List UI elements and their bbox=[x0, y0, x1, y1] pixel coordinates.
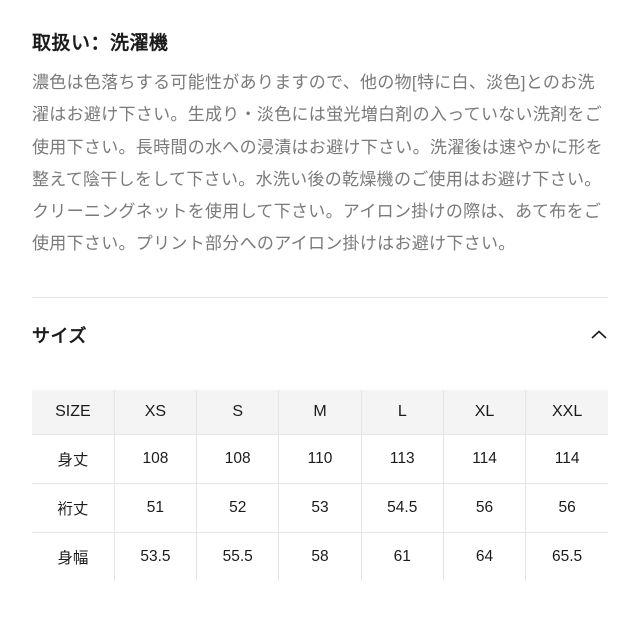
table-cell: 53.5 bbox=[114, 532, 196, 581]
table-cell: 56 bbox=[526, 483, 608, 532]
table-cell: 65.5 bbox=[526, 532, 608, 581]
size-table: SIZE XS S M L XL XXL 身丈 108 108 110 113 … bbox=[32, 390, 608, 581]
table-header-cell: M bbox=[279, 390, 361, 435]
table-header-cell: SIZE bbox=[32, 390, 114, 435]
table-cell: 110 bbox=[279, 434, 361, 483]
table-cell: 52 bbox=[197, 483, 279, 532]
size-accordion-header[interactable]: サイズ bbox=[32, 298, 608, 372]
table-cell: 裄丈 bbox=[32, 483, 114, 532]
table-row: 身丈 108 108 110 113 114 114 bbox=[32, 434, 608, 483]
table-cell: 56 bbox=[443, 483, 525, 532]
table-cell: 54.5 bbox=[361, 483, 443, 532]
table-cell: 51 bbox=[114, 483, 196, 532]
chevron-up-icon bbox=[590, 326, 608, 344]
table-cell: 58 bbox=[279, 532, 361, 581]
table-cell: 61 bbox=[361, 532, 443, 581]
table-cell: 55.5 bbox=[197, 532, 279, 581]
table-cell: 108 bbox=[197, 434, 279, 483]
table-header-cell: S bbox=[197, 390, 279, 435]
table-cell: 114 bbox=[526, 434, 608, 483]
table-cell: 108 bbox=[114, 434, 196, 483]
table-header-cell: L bbox=[361, 390, 443, 435]
table-cell: 身幅 bbox=[32, 532, 114, 581]
table-cell: 114 bbox=[443, 434, 525, 483]
care-section: 取扱い：洗濯機 濃色は色落ちする可能性がありますので、他の物[特に白、淡色]との… bbox=[32, 28, 608, 261]
table-cell: 53 bbox=[279, 483, 361, 532]
table-row: 身幅 53.5 55.5 58 61 64 65.5 bbox=[32, 532, 608, 581]
table-header-row: SIZE XS S M L XL XXL bbox=[32, 390, 608, 435]
table-cell: 64 bbox=[443, 532, 525, 581]
table-cell: 身丈 bbox=[32, 434, 114, 483]
table-row: 裄丈 51 52 53 54.5 56 56 bbox=[32, 483, 608, 532]
size-accordion-label: サイズ bbox=[32, 322, 87, 348]
table-cell: 113 bbox=[361, 434, 443, 483]
table-header-cell: XXL bbox=[526, 390, 608, 435]
care-title: 取扱い：洗濯機 bbox=[32, 28, 608, 55]
table-header-cell: XL bbox=[443, 390, 525, 435]
care-instructions: 濃色は色落ちする可能性がありますので、他の物[特に白、淡色]とのお洗濯はお避け下… bbox=[32, 67, 608, 261]
table-header-cell: XS bbox=[114, 390, 196, 435]
